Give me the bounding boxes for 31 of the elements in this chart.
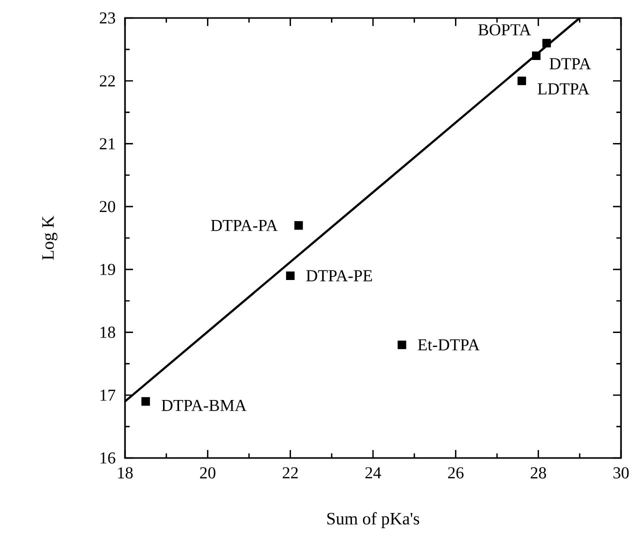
x-tick-label: 28	[530, 467, 546, 478]
y-tick-label: 17	[100, 390, 116, 401]
y-tick-label: 23	[100, 12, 116, 24]
annotation: DTPA-PE	[306, 270, 372, 282]
annotation: DTPA	[550, 58, 591, 70]
point	[294, 221, 303, 230]
x-tick-label: 26	[448, 467, 464, 478]
point	[398, 340, 406, 350]
x-tick-label: 22	[282, 467, 298, 478]
y-tick-label: 18	[100, 326, 116, 338]
x-tick-label: 18	[118, 467, 133, 478]
x-tick-label: 20	[200, 467, 216, 478]
x-tick-label: 24	[365, 467, 382, 478]
y-tick-label: 20	[100, 200, 116, 212]
annotation: DTPA-BMA	[162, 400, 247, 411]
point	[542, 38, 551, 48]
x-axis-title: Sum of pKa's	[327, 512, 420, 528]
point	[518, 76, 526, 86]
annotation: BOPTA	[478, 24, 532, 36]
y-axis-title: Log K	[42, 216, 58, 260]
y-tick-label: 21	[100, 138, 115, 150]
y-tick-label: 22	[100, 75, 115, 86]
annotation: LDTPA	[538, 83, 590, 94]
point	[141, 397, 150, 406]
point	[286, 271, 295, 280]
annotation: Et-DTPA	[418, 339, 480, 350]
y-tick-label: 19	[100, 264, 116, 276]
x-tick-label: 30	[613, 467, 629, 478]
y-tick-label: 16	[100, 452, 116, 464]
annotation: DTPA-PA	[210, 220, 278, 231]
point	[532, 51, 541, 60]
